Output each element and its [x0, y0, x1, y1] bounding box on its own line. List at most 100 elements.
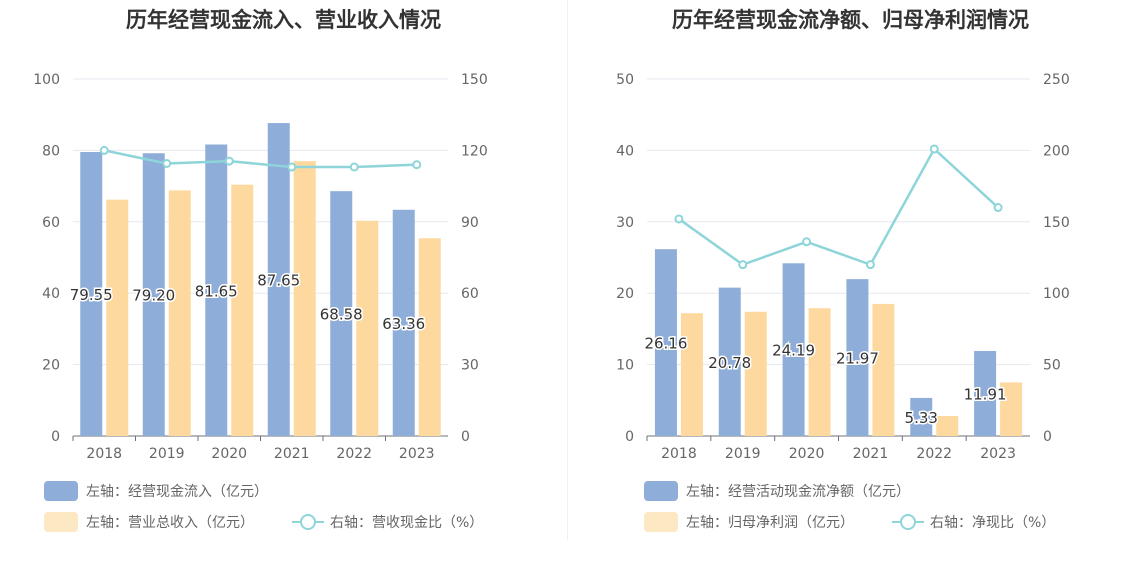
y-right-tick-label: 90 — [461, 215, 479, 231]
x-tick-label: 2020 — [211, 446, 247, 462]
ratio-point — [99, 145, 109, 155]
ratio-point — [738, 260, 748, 270]
data-label: 26.16 — [644, 335, 687, 353]
y-right-tick-label: 0 — [461, 429, 470, 445]
bar-2-secondary — [744, 311, 767, 436]
ratio-point — [412, 160, 422, 170]
legend-swatch-bar-icon — [644, 481, 678, 501]
bar-1-secondary — [106, 199, 129, 436]
x-tick-label: 2019 — [725, 446, 761, 462]
chart-plot-area: 0 10 20 30 40 50 0 50 100 150 200 250 2018 2019 2020 20… — [616, 72, 1070, 462]
ratio-point — [162, 158, 172, 168]
x-tick-label: 2019 — [149, 446, 185, 462]
y-left-tick-label: 40 — [616, 143, 634, 159]
x-tick-label: 2018 — [86, 446, 122, 462]
legend-item-net-operating-cash[interactable]: 左轴：经营活动现金流净额（亿元） — [644, 480, 910, 502]
ratio-point — [349, 162, 359, 172]
data-label: 20.78 — [708, 354, 751, 372]
legend-item-net-profit[interactable]: 左轴：归母净利润（亿元） — [644, 511, 854, 533]
chart-plot-area: 0 20 40 60 80 100 0 30 60 90 120 150 2018 2019 2020 202… — [33, 72, 488, 462]
data-label: 63.36 — [382, 315, 425, 333]
bar-4-secondary — [293, 161, 316, 437]
ratio-line — [103, 149, 417, 169]
legend-item-revenue-cash-ratio[interactable]: 右轴：营收现金比（%） — [292, 511, 483, 533]
y-right-tick-label: 150 — [461, 72, 488, 88]
legend-label: 左轴：经营活动现金流净额（亿元） — [686, 484, 910, 500]
bar-1-secondary — [680, 313, 703, 436]
bar-2-primary — [142, 153, 165, 437]
ratio-point — [224, 156, 234, 166]
y-right-tick-label: 250 — [1043, 72, 1070, 88]
x-tick-label: 2021 — [274, 446, 310, 462]
y-left-tick-label: 0 — [625, 429, 634, 445]
bar-5-primary — [330, 191, 353, 436]
legend-item-revenue[interactable]: 左轴：营业总收入（亿元） — [44, 511, 254, 533]
data-label: 81.65 — [195, 282, 238, 300]
bar-1-primary — [654, 249, 677, 436]
y-left-tick-label: 100 — [33, 72, 60, 88]
y-right-tick-label: 30 — [461, 358, 479, 374]
x-tick-label: 2020 — [789, 446, 825, 462]
legend-swatch-bar-icon — [44, 512, 78, 532]
bar-4-primary — [846, 279, 869, 436]
panel-divider — [567, 0, 568, 540]
bar-2-secondary — [168, 190, 191, 436]
ratio-point — [287, 162, 297, 172]
data-label: 21.97 — [836, 350, 879, 368]
data-label: 79.55 — [70, 286, 113, 304]
ratio-point — [802, 237, 812, 247]
bar-2-primary — [718, 287, 741, 436]
ratio-line — [678, 146, 999, 267]
legend-swatch-bar-icon — [44, 481, 78, 501]
x-tick-label: 2023 — [980, 446, 1016, 462]
legend-line-marker-icon — [892, 512, 924, 532]
bar-1-primary — [80, 152, 103, 436]
y-left-tick-label: 30 — [616, 215, 634, 231]
y-right-tick-label: 120 — [461, 143, 488, 159]
legend-item-cash-inflow[interactable]: 左轴：经营现金流入（亿元） — [44, 480, 268, 502]
data-label: 24.19 — [772, 342, 815, 360]
chart-title: 历年经营现金流净额、归母净利润情况 — [672, 8, 1029, 32]
ratio-point — [674, 214, 684, 224]
legend-label: 左轴：营业总收入（亿元） — [86, 515, 254, 531]
x-tick-label: 2018 — [661, 446, 697, 462]
legend-label: 左轴：归母净利润（亿元） — [686, 515, 854, 531]
bar-5-secondary — [936, 416, 959, 436]
chart-panel-net-cash-profit: 历年经营现金流净额、归母净利润情况 0 10 20 30 40 50 0 50 100 150 20… — [567, 0, 1134, 582]
x-tick-label: 2022 — [916, 446, 952, 462]
data-label: 5.33 — [905, 409, 938, 427]
x-tick-label: 2021 — [853, 446, 889, 462]
y-right-tick-label: 100 — [1043, 286, 1070, 302]
y-left-tick-label: 60 — [42, 215, 60, 231]
y-right-tick-label: 200 — [1043, 143, 1070, 159]
bar-6-primary — [392, 209, 415, 436]
y-left-tick-label: 40 — [42, 286, 60, 302]
bar-3-primary — [782, 263, 805, 436]
bar-3-secondary — [231, 184, 254, 436]
bar-3-primary — [205, 144, 228, 436]
bar-5-secondary — [356, 220, 379, 436]
bar-6-primary — [974, 350, 997, 436]
y-left-tick-label: 20 — [42, 358, 60, 374]
bar-4-secondary — [872, 303, 895, 436]
legend-item-net-cash-ratio[interactable]: 右轴：净现比（%） — [892, 511, 1055, 533]
y-right-tick-label: 150 — [1043, 215, 1070, 231]
y-right-tick-label: 0 — [1043, 429, 1052, 445]
legend-swatch-bar-icon — [644, 512, 678, 532]
y-right-tick-label: 50 — [1043, 358, 1061, 374]
bar-3-secondary — [808, 308, 831, 436]
y-left-tick-label: 20 — [616, 286, 634, 302]
legend-label: 左轴：经营现金流入（亿元） — [86, 484, 268, 500]
data-label: 11.91 — [964, 385, 1007, 403]
ratio-point — [929, 144, 939, 154]
bar-4-primary — [267, 123, 290, 436]
bar-6-secondary — [418, 238, 441, 436]
y-left-tick-label: 50 — [616, 72, 634, 88]
x-tick-label: 2022 — [336, 446, 372, 462]
ratio-point — [993, 203, 1003, 213]
legend-label: 右轴：净现比（%） — [930, 515, 1056, 531]
data-label: 79.20 — [132, 287, 175, 305]
chart-panel-cash-inflow-revenue: 历年经营现金流入、营业收入情况 0 20 40 60 80 100 0 30 60 90 120 15… — [33, 8, 488, 533]
ratio-point — [865, 260, 875, 270]
y-left-tick-label: 10 — [616, 358, 634, 374]
